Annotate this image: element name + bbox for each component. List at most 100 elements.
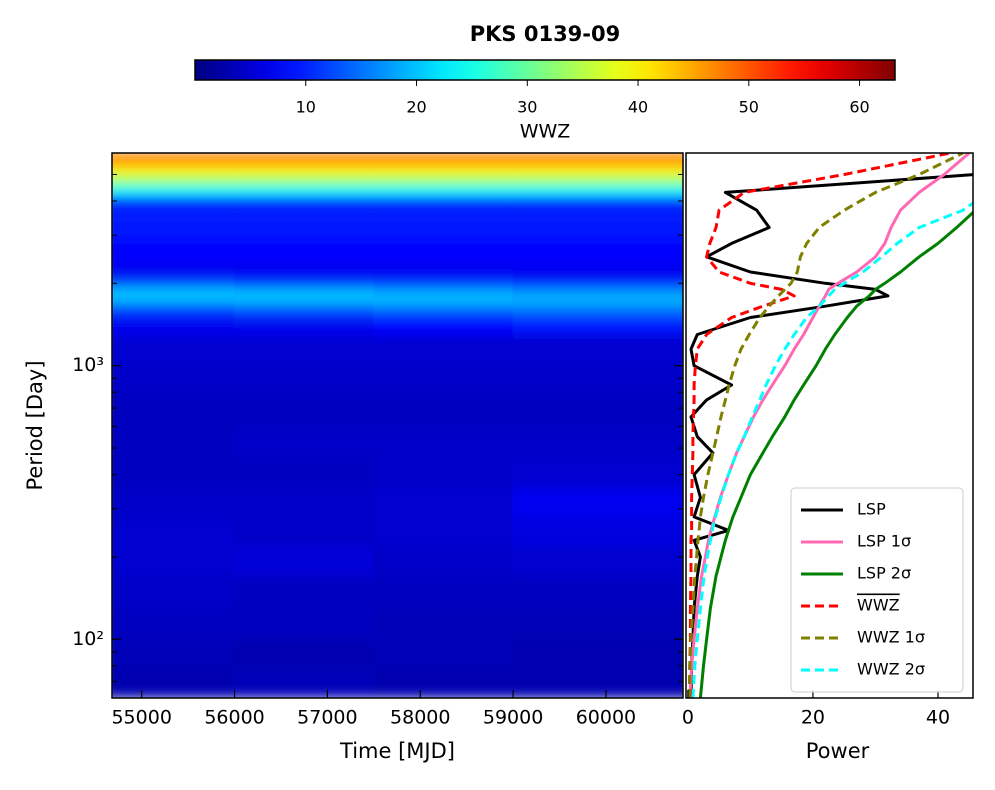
heat-cell xyxy=(234,153,375,166)
heat-cell xyxy=(112,317,236,336)
x-tick-label: 58000 xyxy=(390,707,450,729)
heat-cell xyxy=(234,486,375,518)
heat-cell xyxy=(373,261,514,279)
heat-cell xyxy=(373,365,514,396)
y-axis-label: Period [Day] xyxy=(23,360,47,490)
heat-cell xyxy=(112,334,236,367)
heat-cell xyxy=(373,164,514,175)
heat-cell xyxy=(512,394,683,427)
heat-cell xyxy=(234,365,375,396)
heat-cell xyxy=(512,194,683,218)
heat-cell xyxy=(234,194,375,218)
heat-cell xyxy=(234,575,375,609)
chart-title: PKS 0139-09 xyxy=(470,22,621,46)
heat-cell xyxy=(512,173,683,185)
colorbar-tick-label: 60 xyxy=(849,98,869,117)
x-tick-label: 0 xyxy=(682,707,694,729)
heat-cell xyxy=(112,298,236,307)
colorbar-tick-label: 50 xyxy=(739,98,759,117)
heat-cell xyxy=(112,153,236,166)
heat-cell xyxy=(512,164,683,175)
heat-cell xyxy=(234,292,375,300)
heat-cell xyxy=(234,216,375,240)
heat-cell xyxy=(234,425,375,459)
heat-cell xyxy=(234,261,375,279)
legend-label: LSP 2σ xyxy=(857,564,911,583)
heat-cell xyxy=(234,305,375,319)
legend-label: LSP 1σ xyxy=(857,532,911,551)
plot-frame xyxy=(685,152,974,699)
heat-cell xyxy=(373,238,514,263)
heat-cell xyxy=(373,545,514,577)
heat-cell xyxy=(234,285,375,294)
legend-box xyxy=(790,487,964,693)
heat-cell xyxy=(112,425,236,459)
heat-cell xyxy=(512,216,683,240)
colorbar-tick-label: 40 xyxy=(628,98,648,117)
colorbar-tick-label: 20 xyxy=(406,98,426,117)
x-tick-label: 20 xyxy=(801,707,825,729)
heat-cell xyxy=(234,545,375,577)
heat-cell xyxy=(234,516,375,547)
x-tick-label: 60000 xyxy=(576,707,636,729)
legend-label: WWZ 1σ xyxy=(857,628,925,647)
heat-cell xyxy=(234,607,375,640)
heat-cell xyxy=(512,638,683,667)
heat-cell xyxy=(512,285,683,294)
heat-cell xyxy=(112,173,236,185)
heat-cell xyxy=(512,457,683,488)
x-axis-label: Time [MJD] xyxy=(339,739,455,763)
heat-cell xyxy=(512,261,683,279)
heat-cell xyxy=(112,216,236,240)
heat-cell xyxy=(373,486,514,518)
heat-cell xyxy=(373,305,514,319)
colorbar-tick-label: 10 xyxy=(296,98,316,117)
heat-cell xyxy=(512,153,683,166)
heat-cell xyxy=(512,183,683,196)
heat-cell xyxy=(373,292,514,300)
heat-cell xyxy=(112,638,236,667)
heat-cell xyxy=(112,665,236,698)
heat-cell xyxy=(112,261,236,279)
heat-cell xyxy=(234,298,375,307)
heat-cell xyxy=(512,305,683,319)
heat-cell xyxy=(373,298,514,307)
heat-cell xyxy=(234,394,375,427)
heat-cell xyxy=(373,277,514,287)
heat-cell xyxy=(112,486,236,518)
heat-cell xyxy=(373,516,514,547)
heat-cell xyxy=(112,305,236,319)
y-tick-label: 10³ xyxy=(72,354,104,376)
heat-cell xyxy=(512,334,683,367)
heat-cell xyxy=(373,638,514,667)
power-line xyxy=(688,153,951,698)
heat-cell xyxy=(112,607,236,640)
heat-cell xyxy=(512,575,683,609)
heat-cell xyxy=(512,238,683,263)
power-line xyxy=(688,153,971,698)
x-tick-label: 40 xyxy=(926,707,950,729)
heat-cell xyxy=(512,277,683,287)
heat-cell xyxy=(234,665,375,698)
x-tick-label: 55000 xyxy=(111,707,171,729)
heat-cell xyxy=(112,545,236,577)
colorbar-label: WWZ xyxy=(520,121,571,143)
x-tick-label: 59000 xyxy=(483,707,543,729)
heatmap xyxy=(112,153,683,698)
colorbar-tick-label: 30 xyxy=(517,98,537,117)
heat-cell xyxy=(373,575,514,609)
heat-cell xyxy=(234,164,375,175)
heat-cell xyxy=(112,292,236,300)
heat-cell xyxy=(234,317,375,336)
x-tick-label: 57000 xyxy=(297,707,357,729)
heat-cell xyxy=(512,516,683,547)
heat-cell xyxy=(112,238,236,263)
heat-cell xyxy=(234,183,375,196)
power-line xyxy=(691,201,973,698)
heat-cell xyxy=(112,575,236,609)
power-line xyxy=(689,173,973,698)
x-tick-label: 56000 xyxy=(204,707,264,729)
heat-cell xyxy=(234,238,375,263)
heat-cell xyxy=(234,277,375,287)
